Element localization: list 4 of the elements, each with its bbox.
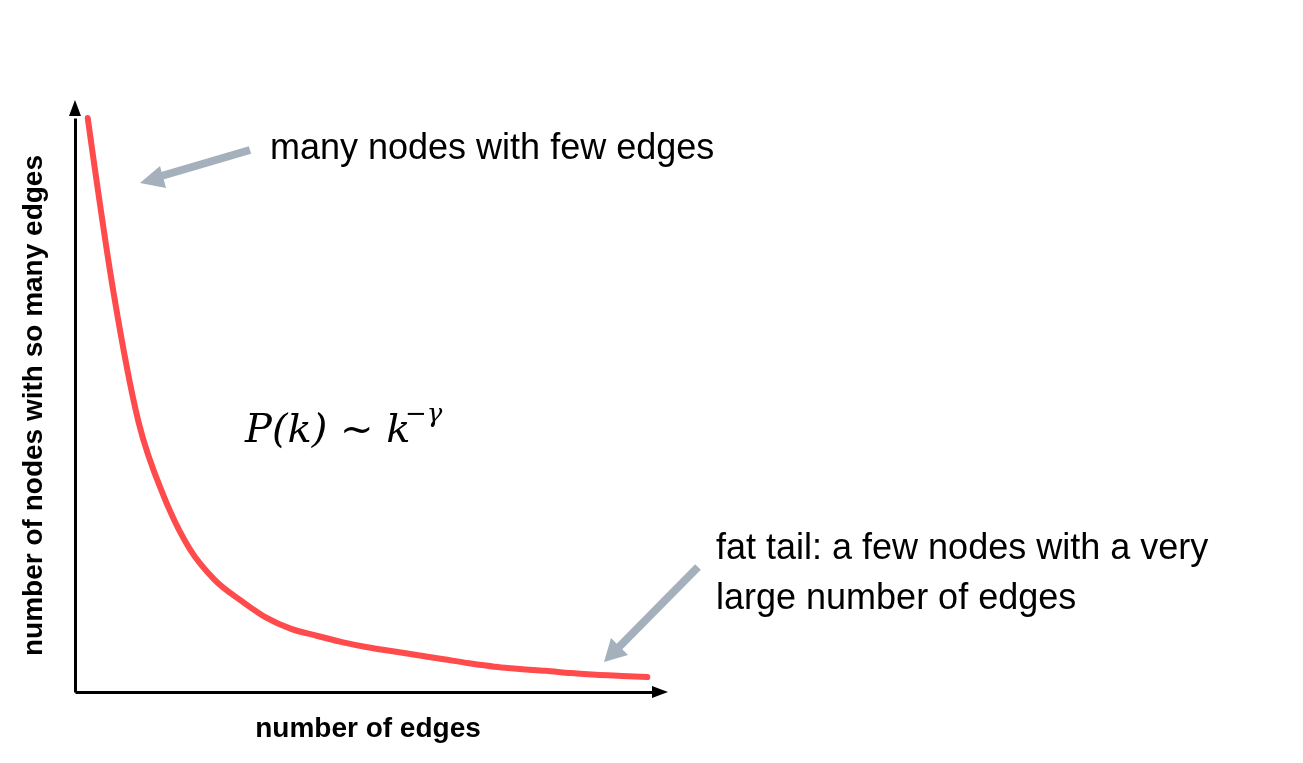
text: fat tail: a few nodes with a very large number of edges [716,526,1209,617]
x-axis-title: number of edges [255,711,481,743]
annotation: many nodes with few edges [270,126,715,167]
y-axis-title: number of nodes with so many edges [16,155,48,656]
